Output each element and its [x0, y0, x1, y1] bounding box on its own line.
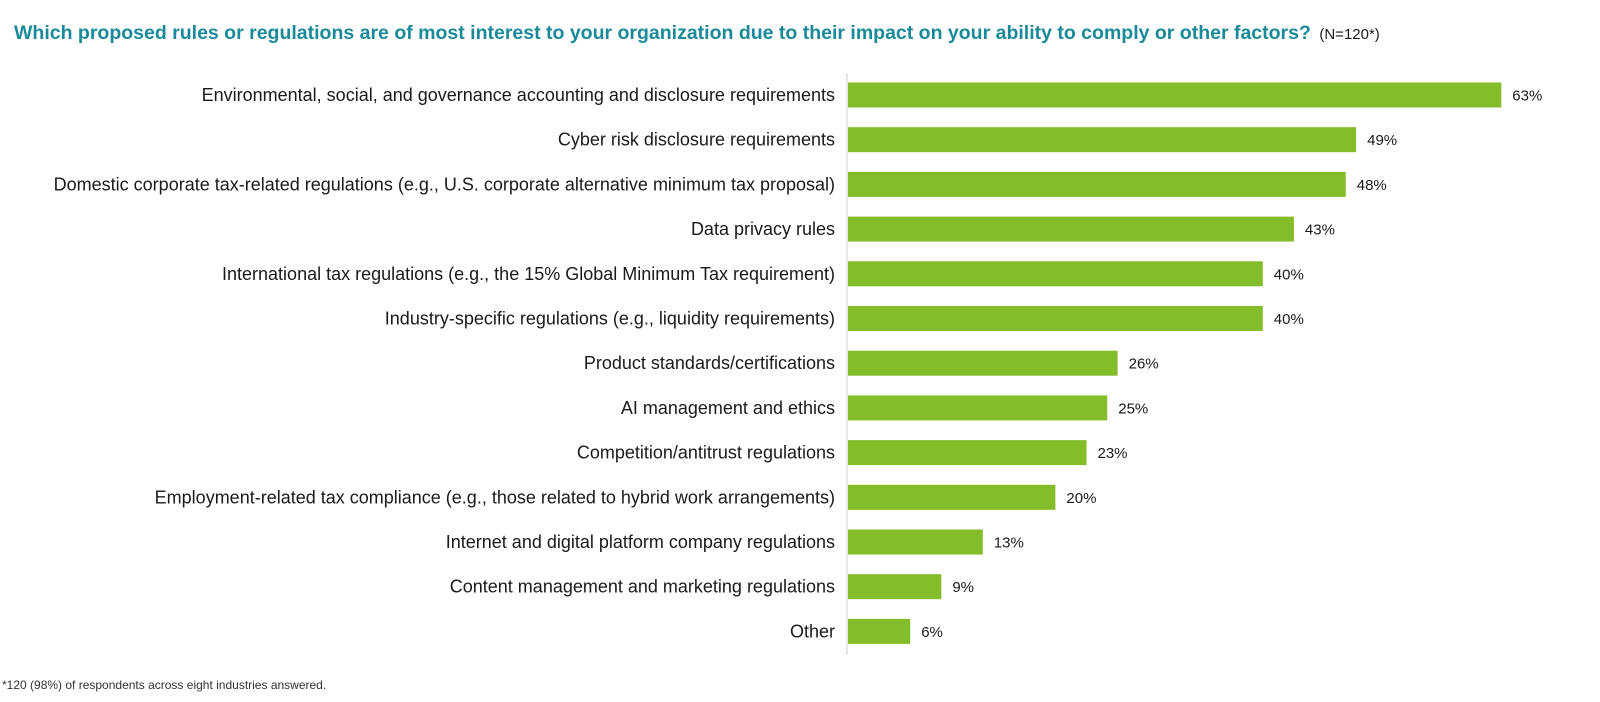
category-label: Other — [790, 621, 835, 641]
bar — [848, 574, 942, 600]
category-label: Content management and marketing regulat… — [450, 577, 835, 597]
chart-title: Which proposed rules or regulations are … — [14, 22, 1380, 45]
bar-value-label: 40% — [1274, 266, 1304, 283]
bar-group: Environmental, social, and governance ac… — [54, 82, 1542, 644]
bar-value-label: 23% — [1098, 445, 1128, 462]
bar-value-label: 43% — [1305, 222, 1335, 239]
bar-value-label: 48% — [1357, 177, 1387, 194]
category-label: Environmental, social, and governance ac… — [202, 85, 835, 105]
bar-value-label: 26% — [1129, 356, 1159, 373]
bar — [848, 127, 1357, 153]
category-label: Data privacy rules — [691, 219, 835, 239]
bar-value-label: 20% — [1066, 490, 1096, 507]
category-label: Product standards/certifications — [584, 353, 835, 373]
bar — [848, 529, 983, 555]
bar-value-label: 13% — [994, 535, 1024, 552]
category-label: Employment-related tax compliance (e.g.,… — [155, 487, 835, 507]
bar — [848, 306, 1263, 331]
bar-value-label: 49% — [1367, 132, 1397, 149]
bar — [848, 82, 1502, 108]
category-label: International tax regulations (e.g., the… — [222, 264, 835, 284]
category-label: Cyber risk disclosure requirements — [558, 130, 835, 150]
bar-value-label: 40% — [1274, 311, 1304, 328]
footnote: *120 (98%) of respondents across eight i… — [2, 678, 327, 692]
bar — [848, 440, 1087, 466]
bar-value-label: 9% — [952, 579, 974, 596]
category-label: Industry-specific regulations (e.g., liq… — [385, 309, 835, 329]
bar-value-label: 63% — [1512, 88, 1542, 105]
category-label: Internet and digital platform company re… — [446, 532, 835, 552]
bar-chart: Environmental, social, and governance ac… — [54, 73, 1542, 655]
bar — [848, 618, 911, 644]
bar — [848, 216, 1294, 242]
chart-title-text: Which proposed rules or regulations are … — [14, 22, 1311, 44]
chart-sample-size: (N=120*) — [1319, 26, 1380, 43]
bar — [848, 171, 1346, 197]
category-label: Domestic corporate tax-related regulatio… — [54, 174, 835, 194]
bar-value-label: 25% — [1118, 400, 1148, 417]
category-label: Competition/antitrust regulations — [577, 443, 835, 463]
bar — [848, 395, 1108, 421]
bar — [848, 350, 1118, 376]
bar-value-label: 6% — [921, 624, 943, 641]
bar — [848, 484, 1056, 510]
bar — [848, 261, 1263, 287]
category-label: AI management and ethics — [621, 398, 835, 418]
